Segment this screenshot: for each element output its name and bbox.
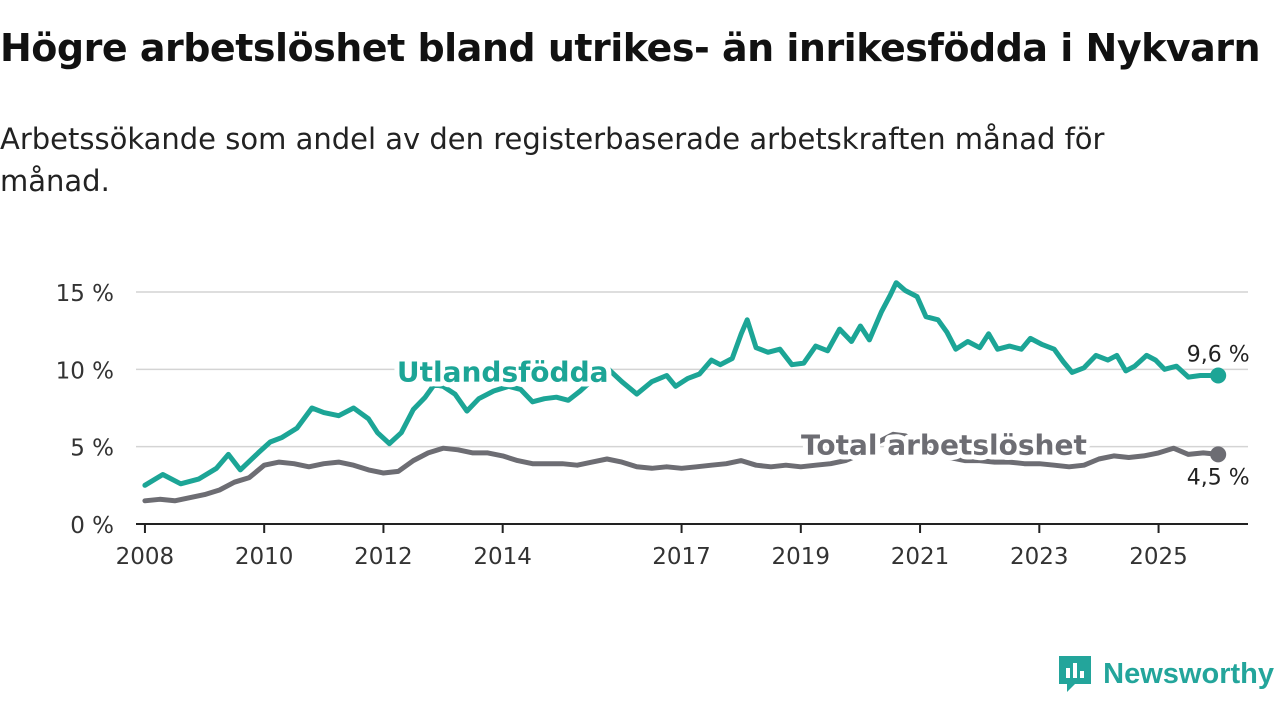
series-annotation-total: Total arbetslöshet — [801, 428, 1087, 461]
x-tick-label: 2023 — [1010, 544, 1069, 570]
x-tick-label: 2017 — [652, 544, 711, 570]
chart-title: Högre arbetslöshet bland utrikes- än inr… — [0, 26, 1261, 70]
brand-name: Newsworthy — [1103, 657, 1274, 690]
series-line-total — [142, 431, 1221, 504]
x-tick-label: 2008 — [116, 544, 175, 570]
end-label-total: 4,5 % — [1187, 465, 1250, 490]
x-tick-label: 2014 — [473, 544, 532, 570]
x-tick-label: 2012 — [354, 544, 413, 570]
x-tick-label: 2025 — [1129, 544, 1188, 570]
y-tick-label: 15 % — [56, 281, 114, 307]
x-tick-label: 2010 — [235, 544, 294, 570]
newsworthy-logo-icon — [1059, 656, 1092, 692]
y-tick-label: 0 % — [70, 513, 114, 539]
brand-logo: Newsworthy — [1057, 654, 1274, 694]
series-annotation-halo: Total arbetslöshet — [801, 428, 1087, 461]
end-point-total — [1210, 446, 1227, 463]
end-point-utlandsfodda — [1210, 367, 1227, 384]
y-tick-label: 5 % — [70, 436, 114, 462]
series-line-utlandsfodda — [142, 280, 1221, 488]
chart-subtitle: Arbetssökande som andel av den registerb… — [0, 122, 1105, 198]
series-annotation-utlandsfodda: Utlandsfödda — [397, 356, 609, 389]
series-annotation-halo: Utlandsfödda — [397, 356, 609, 389]
x-tick-label: 2019 — [772, 544, 831, 570]
end-label-utlandsfodda: 9,6 % — [1187, 343, 1250, 368]
y-tick-label: 10 % — [56, 358, 114, 384]
x-tick-label: 2021 — [891, 544, 950, 570]
